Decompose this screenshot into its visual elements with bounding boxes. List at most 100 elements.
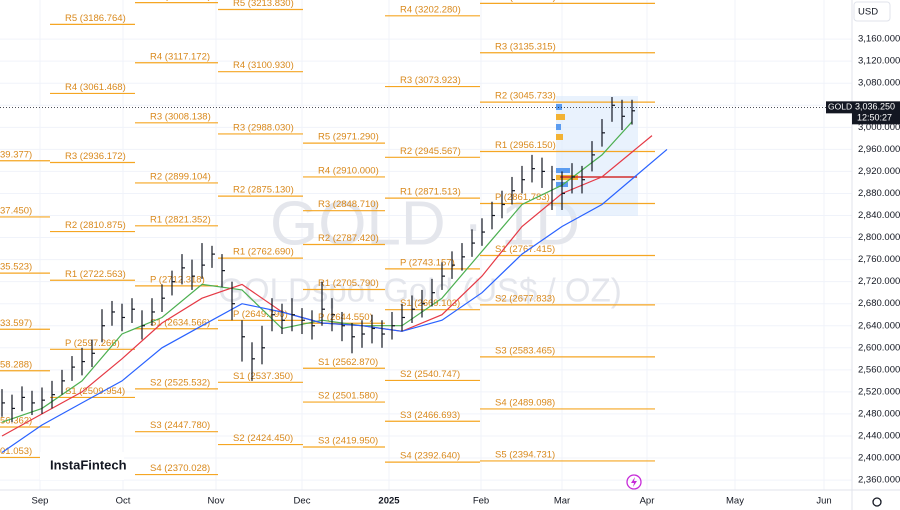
price-axis bbox=[852, 0, 900, 510]
pivot-label: S3 (2447.780) bbox=[150, 420, 210, 431]
pivot-label: S1 (2634.566) bbox=[150, 317, 210, 328]
pivot-label: R1 (2705.790) bbox=[318, 278, 379, 289]
pivot-label: R2 (2899.104) bbox=[150, 171, 211, 182]
y-tick-label: 2,480.000 bbox=[858, 408, 900, 419]
pivot-label: R5 (3226.206) bbox=[150, 0, 211, 2]
pivot-label: S2 (2540.747) bbox=[400, 369, 460, 380]
x-tick-label: Sep bbox=[32, 496, 49, 507]
profile-bar bbox=[556, 134, 563, 140]
logo-box bbox=[40, 452, 124, 480]
y-tick-label: 2,960.000 bbox=[858, 144, 900, 155]
x-tick-label: Feb bbox=[473, 496, 489, 507]
pivot-label: R3 (3008.138) bbox=[150, 111, 211, 122]
price-tag-countdown: 12:50:27 bbox=[857, 113, 892, 123]
y-tick-label: 3,000.000 bbox=[858, 122, 900, 133]
settings-icon[interactable] bbox=[872, 497, 882, 507]
pivot-label: R1 (2722.563) bbox=[65, 269, 126, 280]
pivot-label: R5 (3186.764) bbox=[65, 13, 126, 24]
pivot-label: 58.288) bbox=[0, 359, 32, 370]
x-tick-label: Jun bbox=[816, 496, 831, 507]
alert-icon[interactable] bbox=[626, 474, 642, 490]
profile-bar bbox=[556, 168, 570, 173]
pivot-label: S3 (2583.465) bbox=[495, 345, 555, 356]
pivot-label: R3 (3073.923) bbox=[400, 75, 461, 86]
pivot-label: R2 (2787.420) bbox=[318, 233, 379, 244]
pivot-label: 39.377) bbox=[0, 149, 32, 160]
x-tick-label: Dec bbox=[294, 496, 311, 507]
x-tick-label: 2025 bbox=[378, 496, 400, 507]
x-tick-label: Mar bbox=[554, 496, 570, 507]
pivot-label: R3 (2936.172) bbox=[65, 151, 126, 162]
profile-bar bbox=[556, 124, 561, 130]
pivot-label: R2 (3045.733) bbox=[495, 91, 556, 102]
y-tick-label: 3,120.000 bbox=[858, 56, 900, 67]
symbol-tag bbox=[826, 101, 852, 114]
y-tick-label: 2,760.000 bbox=[858, 254, 900, 265]
y-tick-label: 2,560.000 bbox=[858, 364, 900, 375]
currency[interactable]: USD bbox=[858, 7, 878, 18]
x-tick-label: Nov bbox=[208, 496, 225, 507]
pivot-label: R3 (2848.710) bbox=[318, 199, 379, 210]
pivot-label: S5 (2394.731) bbox=[495, 449, 555, 460]
x-tick-label: Apr bbox=[640, 496, 655, 507]
y-tick-label: 2,920.000 bbox=[858, 166, 900, 177]
y-tick-label: 2,640.000 bbox=[858, 320, 900, 331]
y-tick-label: 2,880.000 bbox=[858, 188, 900, 199]
price-tag-value: 3,036.250 bbox=[855, 102, 895, 112]
settings[interactable] bbox=[872, 497, 882, 507]
pivot-label: R5 (2971.290) bbox=[318, 132, 379, 143]
pivot-label: S2 (2424.450) bbox=[233, 433, 293, 444]
pivot-label: S4 (2392.640) bbox=[400, 451, 460, 462]
alert-bolt[interactable] bbox=[631, 477, 637, 487]
y-tick-label: 2,360.000 bbox=[858, 475, 900, 486]
pivot-label: R4 (3224.898) bbox=[495, 0, 556, 3]
grid bbox=[0, 0, 852, 490]
y-tick-label: 2,720.000 bbox=[858, 276, 900, 287]
pivot-label: 35.523) bbox=[0, 262, 32, 273]
pivot-label: P (2644.550) bbox=[318, 312, 373, 323]
pivot-label: P (2861.783) bbox=[495, 192, 550, 203]
y-tick-label: 2,440.000 bbox=[858, 430, 900, 441]
y-tick-label: 2,800.000 bbox=[858, 232, 900, 243]
pivot-label: R4 (3117.172) bbox=[150, 51, 210, 62]
pivot-label: R4 (3202.280) bbox=[400, 4, 461, 15]
pivot-label: R2 (2875.130) bbox=[233, 185, 294, 196]
pivot-label: 37.450) bbox=[0, 205, 32, 216]
symbol-tag-text: GOLD bbox=[828, 102, 852, 112]
pivot-label: R3 (3135.315) bbox=[495, 41, 556, 52]
pivot-label: S1 (2669.103) bbox=[400, 298, 460, 309]
pivot-label: 01.053) bbox=[0, 446, 32, 457]
currency-button[interactable] bbox=[853, 1, 891, 22]
price-bars bbox=[0, 97, 852, 453]
pivot-label: R1 (2871.513) bbox=[400, 187, 461, 198]
pivot-label: P (2712.318) bbox=[150, 274, 205, 285]
pivots: 39.377) 37.450) 35.523) 33.597) 58.288) 56.36… bbox=[0, 0, 655, 476]
pivot-label: P (2649.790) bbox=[233, 309, 288, 320]
y-tick-label: 2,840.000 bbox=[858, 210, 900, 221]
pivot-label: S2 (2501.580) bbox=[318, 391, 378, 402]
pivot-label: R2 (2945.567) bbox=[400, 146, 461, 157]
pivot-label: S1 (2509.954) bbox=[65, 386, 125, 397]
pivot-label: R1 (2956.150) bbox=[495, 140, 556, 151]
price-tag bbox=[852, 101, 900, 125]
y-tick-label: 3,080.000 bbox=[858, 78, 900, 89]
pivot-label: R1 (2762.690) bbox=[233, 247, 294, 258]
logo: InstaFintech bbox=[40, 452, 127, 480]
y-tick-label: 2,520.000 bbox=[858, 386, 900, 397]
pivot-label: R1 (2821.352) bbox=[150, 214, 211, 225]
pivot-label: R4 (2910.000) bbox=[318, 165, 379, 176]
pivot-label: R5 (3213.830) bbox=[233, 0, 294, 9]
watermark-subtitle: GOLDspot Gold (US$ / OZ) bbox=[218, 272, 621, 309]
pivot-label: R2 (2810.875) bbox=[65, 220, 126, 231]
profile-box bbox=[556, 96, 638, 216]
pivot-label: 33.597) bbox=[0, 318, 32, 329]
alert-circle[interactable] bbox=[626, 474, 642, 490]
y-tick-label: 2,600.000 bbox=[858, 342, 900, 353]
y-tick-label: 2,680.000 bbox=[858, 298, 900, 309]
pivot-label: P (2743.157) bbox=[400, 257, 455, 268]
pivot-label: S3 (2419.950) bbox=[318, 436, 378, 447]
pivot-label: S2 (2677.833) bbox=[495, 293, 555, 304]
pivot-label: 56.362) bbox=[0, 415, 32, 426]
profile-bar bbox=[556, 114, 565, 120]
